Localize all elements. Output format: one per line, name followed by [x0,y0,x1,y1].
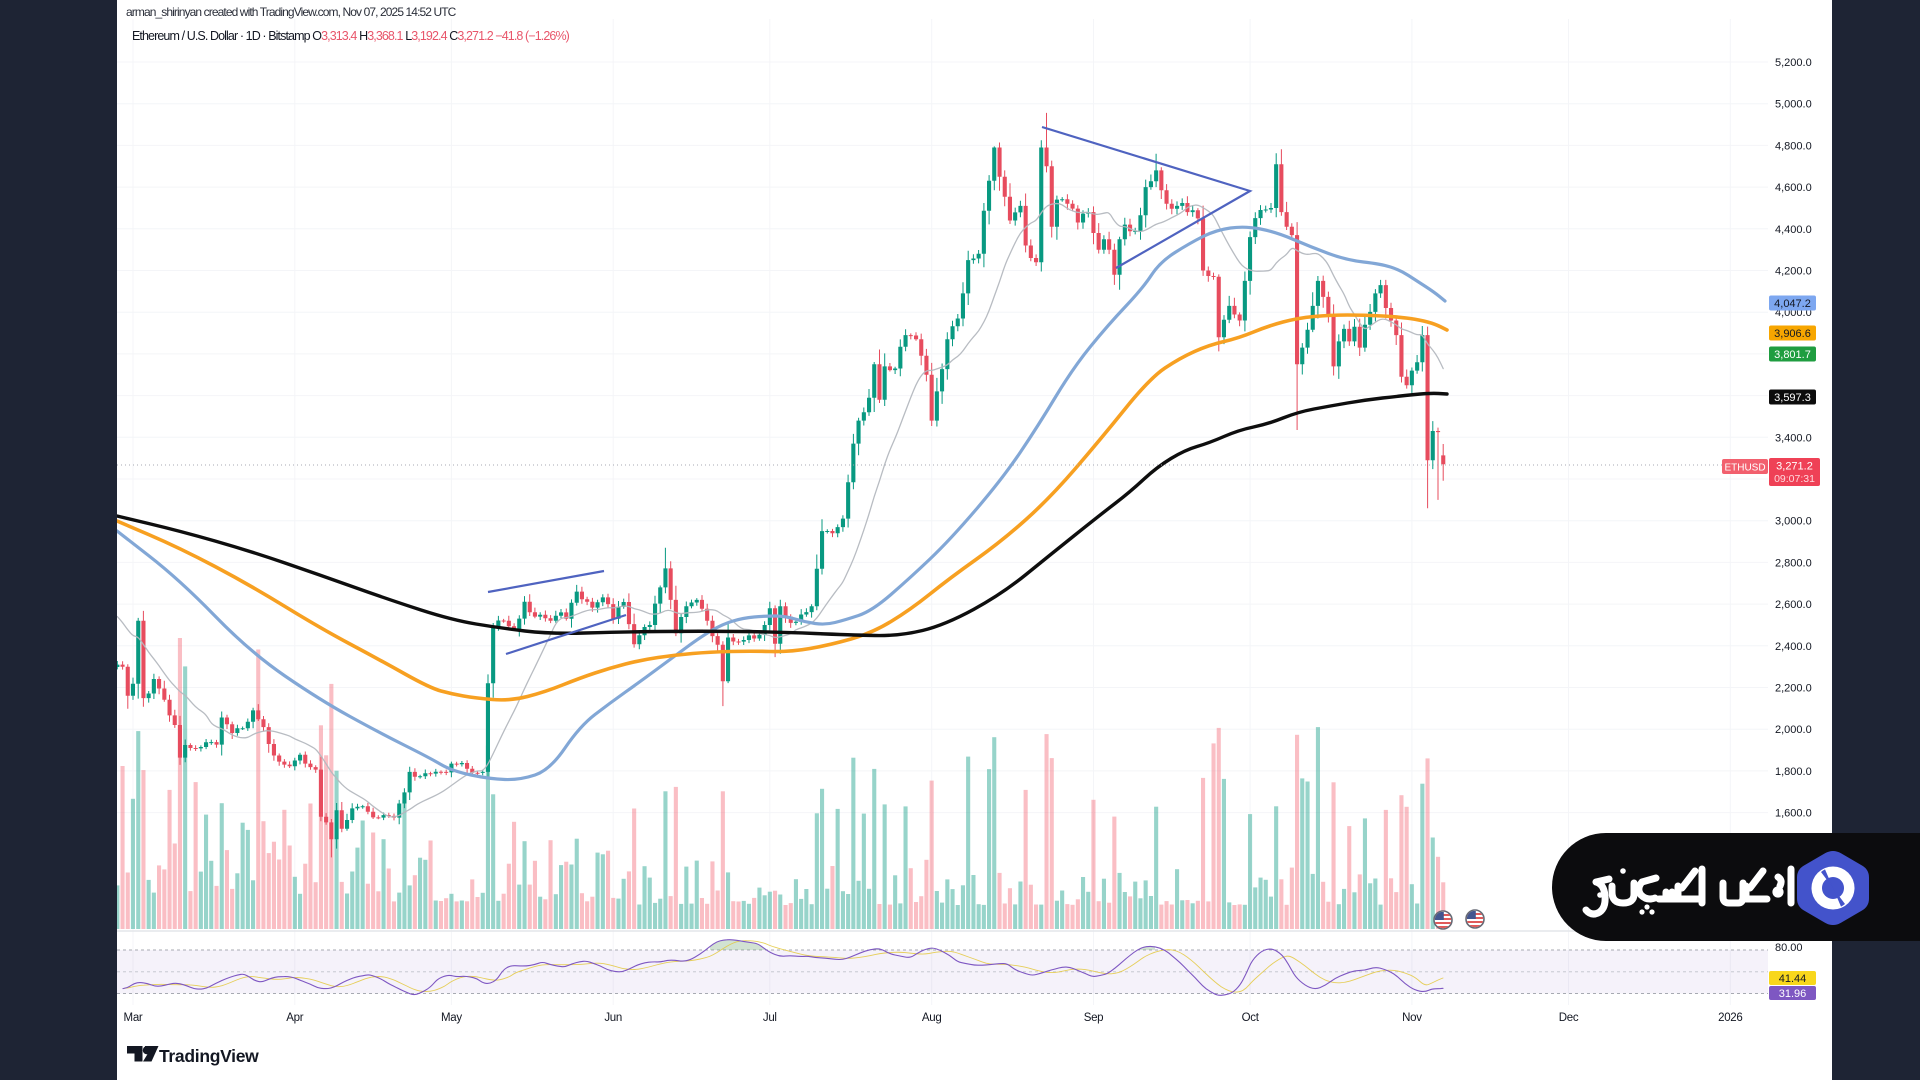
svg-text:1,600.0: 1,600.0 [1775,808,1812,820]
svg-text:Ethereum / U.S. Dollar · 1D ·: Ethereum / U.S. Dollar · 1D · Bitstamp O… [132,29,570,43]
svg-text:4,800.0: 4,800.0 [1775,140,1812,152]
svg-text:Jul: Jul [763,1012,777,1024]
svg-text:TradingView: TradingView [159,1046,259,1066]
svg-text:ETHUSD: ETHUSD [1724,463,1765,474]
svg-text:2,800.0: 2,800.0 [1775,557,1812,569]
svg-text:4,600.0: 4,600.0 [1775,182,1812,194]
svg-text:Apr: Apr [286,1012,303,1024]
svg-text:3,271.2: 3,271.2 [1776,461,1813,473]
svg-text:Jun: Jun [604,1012,622,1024]
svg-text:2,000.0: 2,000.0 [1775,724,1812,736]
svg-text:Oct: Oct [1242,1012,1260,1024]
svg-text:4,400.0: 4,400.0 [1775,224,1812,236]
svg-text:5,200.0: 5,200.0 [1775,57,1812,69]
svg-text:4,200.0: 4,200.0 [1775,266,1812,278]
svg-text:4,047.2: 4,047.2 [1774,298,1811,310]
svg-text:Mar: Mar [124,1012,143,1024]
svg-text:80.00: 80.00 [1775,942,1803,954]
svg-text:2,400.0: 2,400.0 [1775,641,1812,653]
svg-text:May: May [441,1012,462,1024]
svg-text:41.44: 41.44 [1779,973,1807,985]
svg-text:2,600.0: 2,600.0 [1775,599,1812,611]
svg-text:Nov: Nov [1402,1012,1422,1024]
svg-text:2,200.0: 2,200.0 [1775,683,1812,695]
svg-text:09:07:31: 09:07:31 [1774,473,1815,485]
svg-text:1,800.0: 1,800.0 [1775,766,1812,778]
svg-text:3,400.0: 3,400.0 [1775,432,1812,444]
svg-text:arman_shirinyan created with T: arman_shirinyan created with TradingView… [126,5,457,19]
svg-text:3,597.3: 3,597.3 [1774,392,1811,404]
svg-text:3,801.7: 3,801.7 [1774,349,1811,361]
svg-text:3,000.0: 3,000.0 [1775,516,1812,528]
svg-text:Sep: Sep [1084,1012,1104,1024]
svg-text:Aug: Aug [922,1012,942,1024]
svg-text:31.96: 31.96 [1779,988,1807,1000]
svg-text:Dec: Dec [1559,1012,1579,1024]
svg-text:5,000.0: 5,000.0 [1775,99,1812,111]
svg-text:2026: 2026 [1718,1012,1742,1024]
svg-text:3,906.6: 3,906.6 [1774,328,1811,340]
